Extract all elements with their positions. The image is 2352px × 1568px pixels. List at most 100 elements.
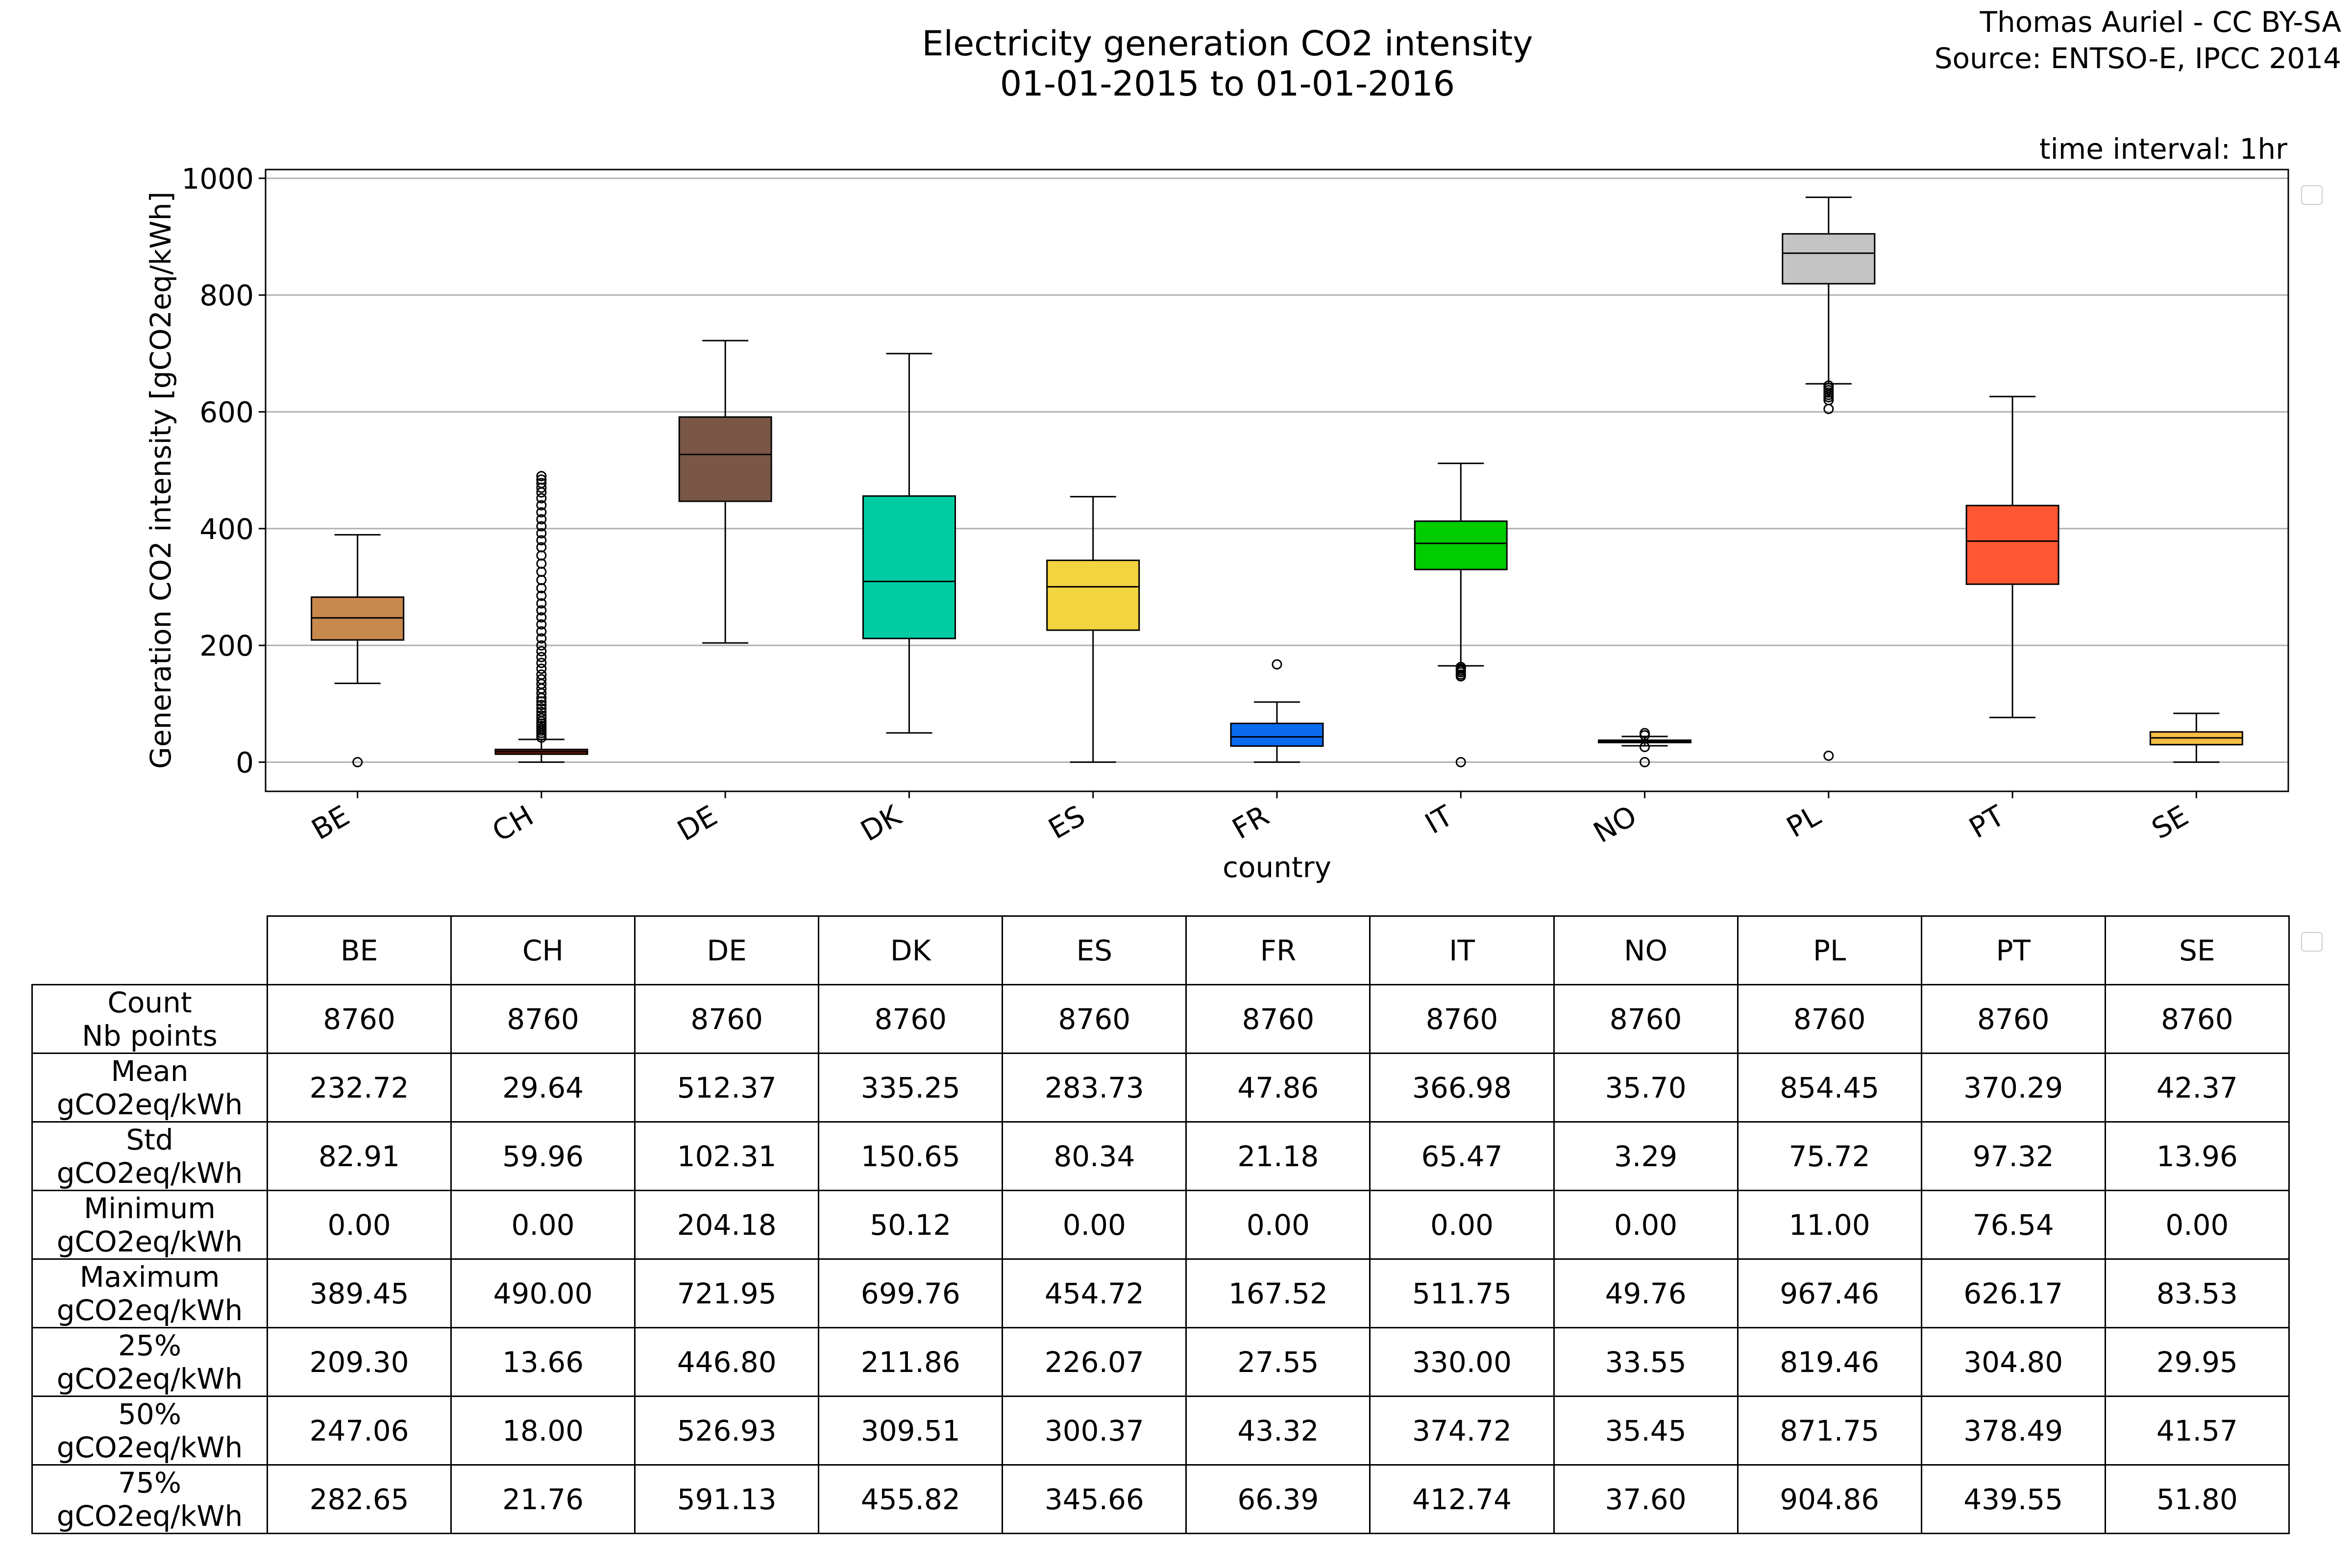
table-row: 25% gCO2eq/kWh 209.30 13.66 446.80 211.86 226.… — [31, 1327, 2290, 1397]
outlier-point — [536, 605, 547, 616]
column-header-es: ES — [1002, 915, 1187, 985]
table-cell: 83.53 — [2104, 1258, 2290, 1328]
table-cell: 439.55 — [1920, 1464, 2106, 1534]
row-label-unit: Nb points — [82, 1019, 218, 1053]
box-iqr — [1965, 505, 2059, 585]
box-iqr — [1414, 520, 1508, 570]
outlier-point — [536, 619, 547, 630]
outlier-point — [1455, 671, 1466, 682]
table-cell: 0.00 — [1002, 1190, 1187, 1260]
table-cell: 854.45 — [1737, 1053, 1922, 1123]
box-fr — [1230, 659, 1324, 763]
table-cell: 8760 — [1920, 984, 2106, 1054]
outlier-point — [536, 612, 547, 623]
row-label-name: Count — [107, 985, 192, 1019]
row-label-name: Maximum — [79, 1260, 220, 1294]
outlier-point — [536, 707, 547, 717]
y-tick-label: 1000 — [181, 162, 254, 196]
table-cell: 150.65 — [818, 1121, 1004, 1191]
stats-table: BE CH DE DK ES FR IT NO PL PT SE Count Nb points 876… — [31, 915, 2290, 1534]
column-header-pl: PL — [1737, 915, 1922, 985]
column-header-de: DE — [634, 915, 820, 985]
table-cell: 8760 — [818, 984, 1004, 1054]
table-cell: 304.80 — [1920, 1327, 2106, 1397]
outlier-point — [536, 652, 547, 662]
table-cell: 247.06 — [266, 1396, 452, 1466]
row-label-unit: gCO2eq/kWh — [56, 1156, 243, 1190]
outlier-point — [536, 640, 547, 651]
table-cell: 0.00 — [266, 1190, 452, 1260]
plot-frame — [265, 169, 2289, 792]
outlier-point — [1640, 757, 1650, 767]
box-no — [1598, 728, 1692, 767]
table-cell: 29.64 — [450, 1053, 636, 1123]
table-cell: 65.47 — [1369, 1121, 1555, 1191]
row-label-name: Std — [126, 1123, 173, 1156]
table-cell: 209.30 — [266, 1327, 452, 1397]
x-tick-label: SE — [2146, 799, 2194, 846]
outlier-point — [1640, 741, 1650, 752]
table-cell: 102.31 — [634, 1121, 820, 1191]
box-iqr — [678, 416, 772, 502]
outlier-point — [352, 757, 363, 767]
x-tick-label: FR — [1226, 799, 1274, 846]
y-tick-label: 400 — [199, 513, 254, 546]
outlier-point — [536, 710, 547, 721]
x-tick-label: DK — [855, 798, 907, 848]
outlier-point — [536, 703, 547, 714]
table-cell: 11.00 — [1737, 1190, 1922, 1260]
outlier-point — [536, 646, 547, 657]
outlier-point — [536, 663, 547, 674]
table-cell: 82.91 — [266, 1121, 452, 1191]
y-tick-label: 200 — [199, 629, 254, 662]
table-row: Std gCO2eq/kWh 82.91 59.96 102.31 150.65 80.34… — [31, 1121, 2290, 1191]
outlier-point — [536, 590, 547, 601]
chart-legend-box — [2301, 185, 2323, 205]
outlier-point — [536, 713, 547, 724]
table-cell: 345.66 — [1002, 1464, 1187, 1534]
outlier-point — [536, 658, 547, 668]
table-cell: 8760 — [1185, 984, 1371, 1054]
credit-author: Thomas Auriel - CC BY-SA — [1980, 5, 2341, 39]
outlier-point — [536, 598, 547, 609]
row-label-name: 25% — [118, 1328, 181, 1362]
outlier-point — [536, 626, 547, 637]
row-label-name: 50% — [118, 1397, 181, 1431]
table-cell: 37.60 — [1553, 1464, 1739, 1534]
x-tick-label: BE — [306, 799, 355, 846]
outlier-point — [536, 507, 547, 517]
table-cell: 59.96 — [450, 1121, 636, 1191]
column-header-se: SE — [2104, 915, 2290, 985]
table-cell: 0.00 — [1185, 1190, 1371, 1260]
row-label-unit: gCO2eq/kWh — [56, 1225, 243, 1258]
row-label-name: 75% — [118, 1466, 181, 1499]
column-header-be: BE — [266, 915, 452, 985]
table-legend-box — [2301, 932, 2323, 952]
table-cell: 41.57 — [2104, 1396, 2290, 1466]
outlier-point — [536, 474, 547, 485]
row-label-unit: gCO2eq/kWh — [56, 1293, 243, 1327]
table-row: Mean gCO2eq/kWh 232.72 29.64 512.37 335.25 283… — [31, 1053, 2290, 1123]
box-se — [2149, 712, 2243, 763]
table-cell: 0.00 — [450, 1190, 636, 1260]
table-cell: 591.13 — [634, 1464, 820, 1534]
table-cell: 330.00 — [1369, 1327, 1555, 1397]
table-cell: 35.70 — [1553, 1053, 1739, 1123]
table-cell: 80.34 — [1002, 1121, 1187, 1191]
table-cell: 21.76 — [450, 1464, 636, 1534]
column-header-dk: DK — [818, 915, 1004, 985]
table-cell: 366.98 — [1369, 1053, 1555, 1123]
table-cell: 27.55 — [1185, 1327, 1371, 1397]
table-row: Count Nb points 8760 8760 8760 8760 8760 8760 87… — [31, 984, 2290, 1054]
table-cell: 33.55 — [1553, 1327, 1739, 1397]
outlier-point — [536, 535, 547, 546]
outlier-point — [1272, 659, 1282, 670]
table-cell: 35.45 — [1553, 1396, 1739, 1466]
box-de — [678, 340, 772, 644]
table-corner-cell — [32, 916, 268, 985]
outlier-point — [536, 700, 547, 710]
table-cell: 3.29 — [1553, 1121, 1739, 1191]
outlier-point — [536, 528, 547, 539]
row-label: Count Nb points — [31, 984, 268, 1054]
box-iqr — [1782, 233, 1876, 285]
